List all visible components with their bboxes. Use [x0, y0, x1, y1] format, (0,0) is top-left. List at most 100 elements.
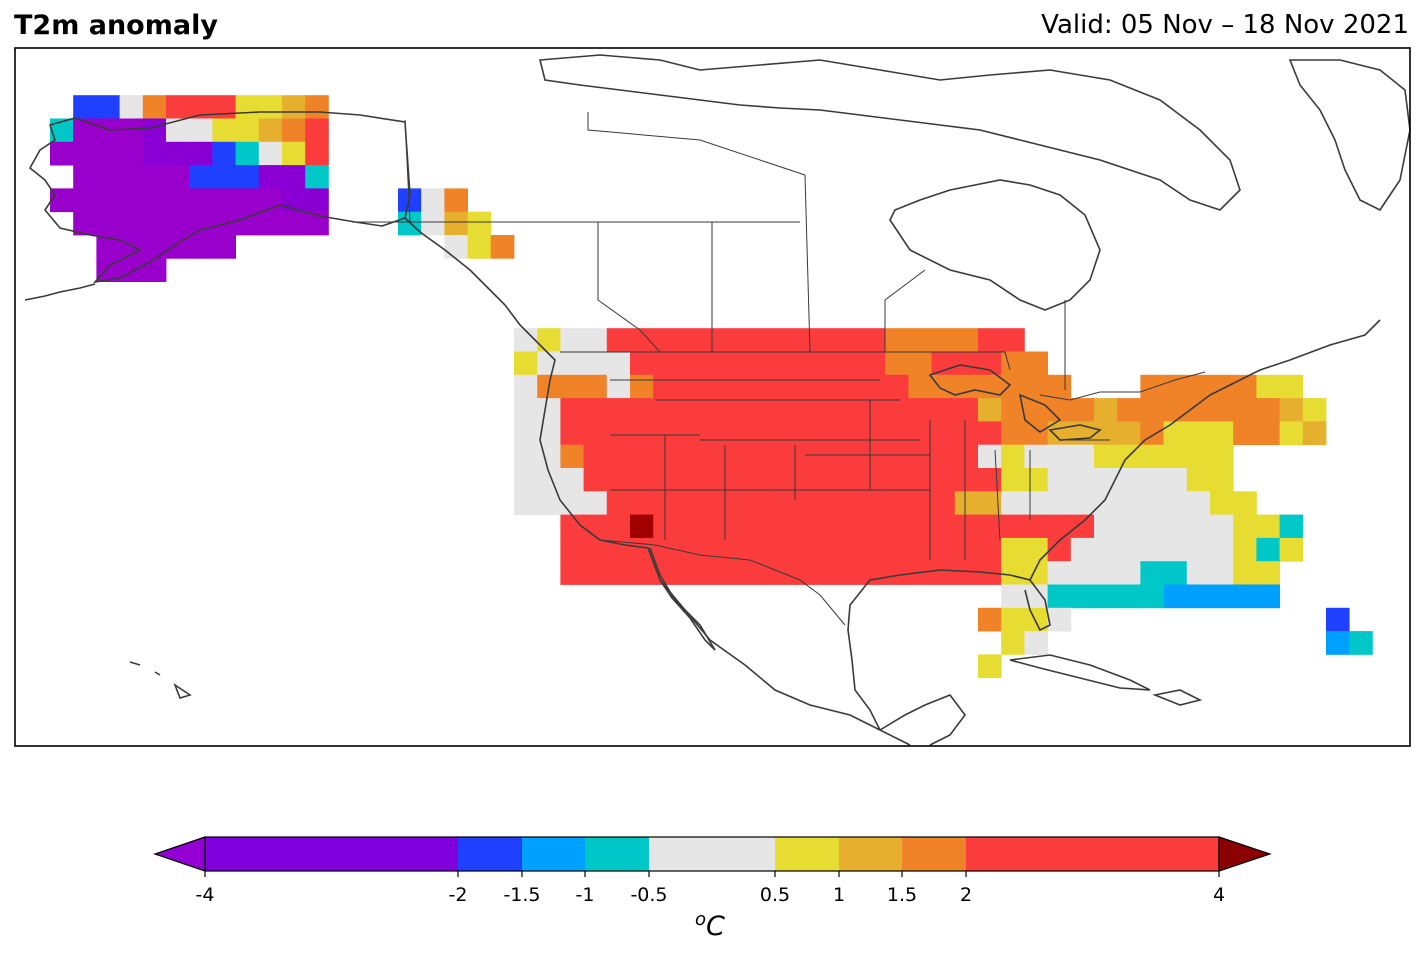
grid-cell [630, 514, 654, 539]
grid-cell [838, 514, 863, 539]
grid-cell [1186, 561, 1211, 585]
grid-cell [1233, 491, 1257, 515]
hispaniola [1152, 689, 1203, 706]
grid-cell [1140, 468, 1164, 492]
grid-cell [305, 188, 329, 213]
grid-cell [444, 211, 468, 236]
grid-cell [1024, 421, 1048, 446]
grid-cell [630, 374, 654, 399]
grid-cell [676, 374, 700, 399]
atlantic-coast [1029, 319, 1381, 581]
grid-cell [746, 537, 770, 562]
grid-cell [258, 118, 283, 143]
grid-cell [606, 537, 631, 562]
grid-cell [1233, 561, 1257, 585]
grid-cell [235, 118, 260, 143]
grid-cell [305, 165, 329, 189]
grid-cell [885, 468, 909, 492]
grid-cell [931, 421, 956, 446]
grid-cell [583, 468, 608, 492]
grid-cell [606, 328, 631, 352]
grid-cell [50, 141, 74, 166]
grid-cell [583, 374, 608, 399]
grid-cell [1163, 561, 1188, 585]
colorbar-tick-label: 0.5 [760, 884, 790, 906]
colorbar-bin [649, 837, 775, 871]
colorbar-ticks: -4 -2 -1.5 -1 -0.5 0.5 1 1.5 2 4 [196, 871, 1225, 906]
grid-cell [769, 468, 793, 492]
grid-cell [119, 235, 144, 259]
grid-cell [862, 374, 886, 399]
grid-cell [606, 514, 631, 539]
grid-cell [1302, 421, 1327, 446]
grid-cell [954, 351, 979, 376]
grid-cell [119, 141, 144, 166]
grid-cell [746, 468, 770, 492]
grid-cell [1047, 491, 1072, 515]
grid-cell [676, 561, 700, 585]
grid-cell [1024, 514, 1048, 539]
grid-cell [815, 561, 840, 585]
grid-cell [838, 491, 863, 515]
grid-cell [699, 514, 724, 539]
grid-cell [142, 188, 167, 213]
grid-cell [746, 444, 770, 469]
grid-cell [815, 351, 840, 376]
grid-cell [792, 398, 816, 422]
grid-cell [862, 328, 886, 352]
grid-cell [722, 421, 747, 446]
hudson-bay [889, 179, 1101, 311]
grid-cell [1001, 351, 1025, 376]
grid-cell [1256, 537, 1280, 562]
grid-cell [1001, 631, 1025, 655]
anomaly-grid [50, 95, 1373, 679]
grid-cell [1047, 468, 1072, 492]
grid-cell [815, 374, 840, 399]
grid-cell [931, 444, 956, 469]
colorbar-tick-label: 1.5 [887, 884, 917, 906]
grid-cell [630, 537, 654, 562]
grid-cell [885, 374, 909, 399]
grid-cell [537, 328, 561, 352]
grid-cell [1001, 491, 1025, 515]
grid-cell [50, 118, 74, 143]
grid-cell [838, 398, 863, 422]
grid-cell [653, 328, 677, 352]
grid-cell [583, 398, 608, 422]
grid-cell [96, 95, 120, 119]
grid-cell [699, 561, 724, 585]
grid-cell [282, 211, 306, 236]
grid-cell [978, 537, 1002, 562]
grid-cell [73, 211, 97, 236]
grid-cell [885, 351, 909, 376]
grid-cell [746, 514, 770, 539]
grid-cell [166, 235, 190, 259]
grid-cell [560, 468, 584, 492]
grid-cell [606, 468, 631, 492]
grid-cell [1140, 444, 1164, 469]
grid-cell [885, 514, 909, 539]
grid-cell [792, 468, 816, 492]
grid-cell [954, 328, 979, 352]
grid-cell [1210, 491, 1234, 515]
grid-cell [1024, 537, 1048, 562]
grid-cell [838, 421, 863, 446]
grid-cell [676, 328, 700, 352]
grid-cell [885, 398, 909, 422]
grid-cell [746, 351, 770, 376]
grid-cell [1233, 537, 1257, 562]
grid-cell [1163, 444, 1188, 469]
grid-cell [978, 468, 1002, 492]
grid-cell [630, 444, 654, 469]
grid-cell [189, 118, 213, 143]
grid-cell [1210, 584, 1234, 609]
grid-cell [815, 398, 840, 422]
arctic-islands [538, 54, 1241, 211]
grid-cell [50, 188, 74, 213]
grid-cell [722, 444, 747, 469]
grid-cell [1186, 421, 1211, 446]
grid-cell [885, 421, 909, 446]
grid-cell [1024, 607, 1048, 632]
grid-cell [885, 328, 909, 352]
